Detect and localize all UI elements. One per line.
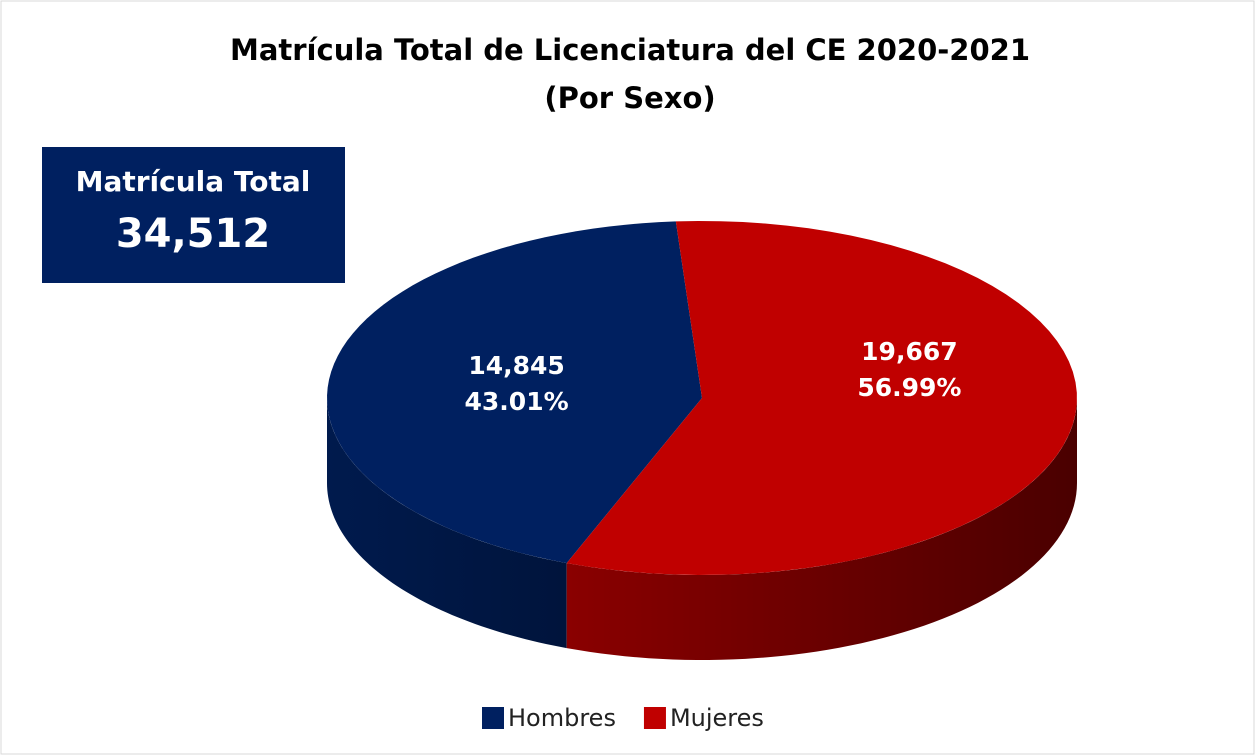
legend: Hombres Mujeres [482,704,764,732]
slice-side [566,398,1077,660]
data-label: 14,845 [468,351,564,380]
chart-subtitle: (Por Sexo) [544,81,715,115]
legend-swatch [482,707,504,729]
data-label: 19,667 [861,337,957,366]
legend-label: Mujeres [670,704,764,732]
slice [566,221,1077,575]
data-label: 56.99% [857,373,961,402]
total-value: 34,512 [116,211,270,257]
slice-side [327,398,567,649]
chart-title: Matrícula Total de Licenciatura del CE 2… [230,33,1030,67]
total-box [42,147,345,283]
pie: 14,845 43.01% 19,667 56.99% [327,221,1077,660]
slice [327,221,702,564]
data-label: 43.01% [465,387,569,416]
legend-swatch [643,707,666,729]
total-title: Matrícula Total [76,165,311,198]
legend-label: Hombres [508,704,616,732]
